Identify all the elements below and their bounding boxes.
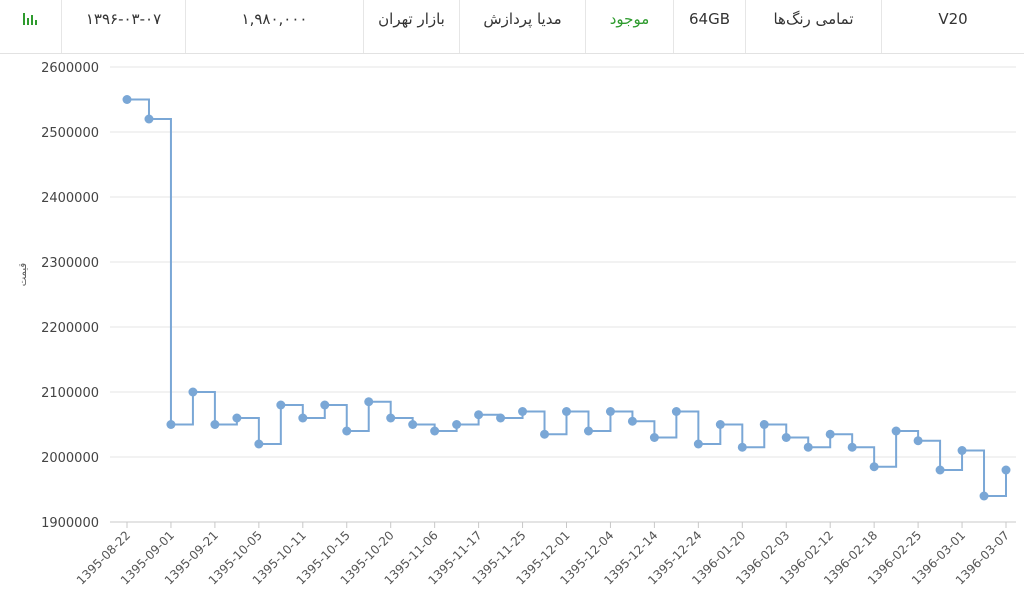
data-point[interactable] [166, 420, 176, 429]
seller-cell: مدیا پردازش [460, 0, 586, 53]
chart-toggle-cell[interactable] [0, 0, 62, 53]
data-point[interactable] [781, 433, 791, 442]
data-point[interactable] [627, 416, 637, 426]
y-tick-label: 2500000 [41, 126, 99, 141]
data-point[interactable] [979, 491, 989, 501]
y-axis: 1900000 2000000 2100000 2200000 2300000 24000… [18, 61, 99, 531]
color-cell: تمامی رنگ‌ها [746, 0, 882, 53]
data-point[interactable] [122, 95, 132, 104]
data-point[interactable] [583, 426, 593, 436]
data-point[interactable] [891, 426, 901, 436]
data-point[interactable] [342, 426, 352, 436]
price-series [127, 98, 1007, 497]
data-point[interactable] [298, 413, 308, 423]
price-table-row: ۱۳۹۶-۰۳-۰۷ ۱,۹۸۰,۰۰۰ بازار تهران مدیا پر… [0, 0, 1024, 54]
data-point[interactable] [518, 407, 528, 416]
price-history-chart: 1900000 2000000 2100000 2200000 2300000 24000… [18, 61, 1016, 587]
data-point[interactable] [803, 442, 813, 452]
data-point[interactable] [1001, 465, 1011, 475]
data-point[interactable] [254, 439, 264, 449]
model-cell: V20 [938, 9, 968, 28]
price-points [122, 95, 1011, 501]
data-point[interactable] [957, 446, 967, 455]
grid-lines [110, 66, 1016, 523]
data-point[interactable] [276, 400, 286, 410]
data-point[interactable] [364, 397, 374, 407]
storage-cell: 64GB [674, 0, 746, 53]
y-axis-title: قیمت [18, 263, 29, 287]
data-point[interactable] [320, 400, 330, 410]
data-point[interactable] [671, 407, 681, 416]
data-point[interactable] [913, 436, 923, 446]
data-point[interactable] [649, 433, 659, 442]
data-point[interactable] [496, 413, 506, 423]
y-tick-label: 2600000 [41, 61, 99, 76]
data-point[interactable] [452, 420, 462, 429]
x-axis: 1395-08-221395-09-011395-09-211395-10-05… [74, 521, 1016, 587]
data-point[interactable] [847, 442, 857, 452]
data-point[interactable] [825, 429, 835, 439]
date-cell: ۱۳۹۶-۰۳-۰۷ [62, 0, 186, 53]
data-point[interactable] [540, 429, 550, 439]
bar-chart-icon[interactable] [22, 12, 39, 25]
status-cell: موجود [586, 0, 674, 53]
data-point[interactable] [605, 407, 615, 416]
data-point[interactable] [408, 420, 418, 429]
y-tick-label: 2100000 [41, 386, 99, 401]
data-point[interactable] [869, 462, 879, 472]
y-tick-label: 1900000 [41, 516, 99, 531]
market-cell: بازار تهران [364, 0, 460, 53]
series-line [127, 98, 1007, 497]
data-point[interactable] [232, 413, 242, 423]
data-point[interactable] [188, 387, 198, 397]
data-point[interactable] [210, 420, 220, 429]
y-tick-label: 2300000 [41, 256, 99, 271]
price-cell: ۱,۹۸۰,۰۰۰ [186, 0, 364, 53]
data-point[interactable] [715, 420, 725, 429]
data-point[interactable] [386, 413, 396, 423]
data-point[interactable] [737, 442, 747, 452]
y-tick-label: 2200000 [41, 321, 99, 336]
data-point[interactable] [144, 114, 154, 124]
data-point[interactable] [562, 407, 571, 416]
y-tick-label: 2400000 [41, 191, 99, 206]
y-tick-label: 2000000 [41, 451, 99, 466]
data-point[interactable] [693, 439, 703, 449]
data-point[interactable] [759, 420, 769, 429]
data-point[interactable] [430, 426, 440, 436]
data-point[interactable] [474, 410, 484, 420]
data-point[interactable] [935, 465, 945, 475]
